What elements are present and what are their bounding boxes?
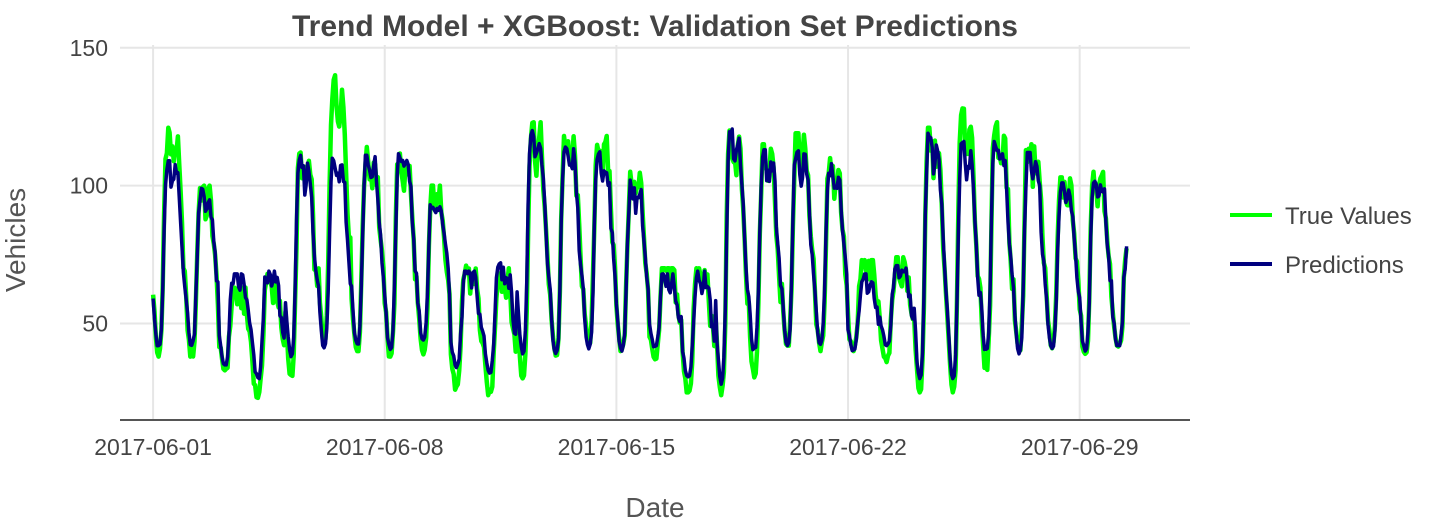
x-axis-ticks: 2017-06-01 2017-06-08 2017-06-15 2017-06-22… bbox=[94, 434, 1138, 460]
y-tick-label: 50 bbox=[82, 310, 108, 336]
series-predictions bbox=[151, 127, 1129, 386]
x-tick-label: 2017-06-29 bbox=[1021, 434, 1139, 460]
chart-title: Trend Model + XGBoost: Validation Set Pr… bbox=[292, 10, 1018, 43]
legend[interactable]: True Values Predictions bbox=[1230, 203, 1412, 279]
x-tick-label: 2017-06-01 bbox=[94, 434, 212, 460]
x-axis-title: Date bbox=[625, 492, 684, 523]
x-tick-label: 2017-06-15 bbox=[558, 434, 676, 460]
series-true-values bbox=[150, 73, 1129, 401]
x-tick-label: 2017-06-08 bbox=[326, 434, 444, 460]
y-axis-title: Vehicles bbox=[0, 188, 31, 292]
legend-item-true-values[interactable]: True Values bbox=[1230, 203, 1412, 230]
legend-label-true-values: True Values bbox=[1285, 203, 1412, 230]
y-tick-label: 150 bbox=[70, 35, 108, 61]
plot-area bbox=[150, 73, 1129, 401]
x-tick-label: 2017-06-22 bbox=[789, 434, 907, 460]
y-axis-ticks: 50 100 150 bbox=[70, 35, 108, 337]
y-tick-label: 100 bbox=[70, 173, 108, 199]
legend-item-predictions[interactable]: Predictions bbox=[1230, 252, 1404, 279]
legend-label-predictions: Predictions bbox=[1285, 252, 1404, 279]
grid bbox=[120, 45, 1190, 420]
